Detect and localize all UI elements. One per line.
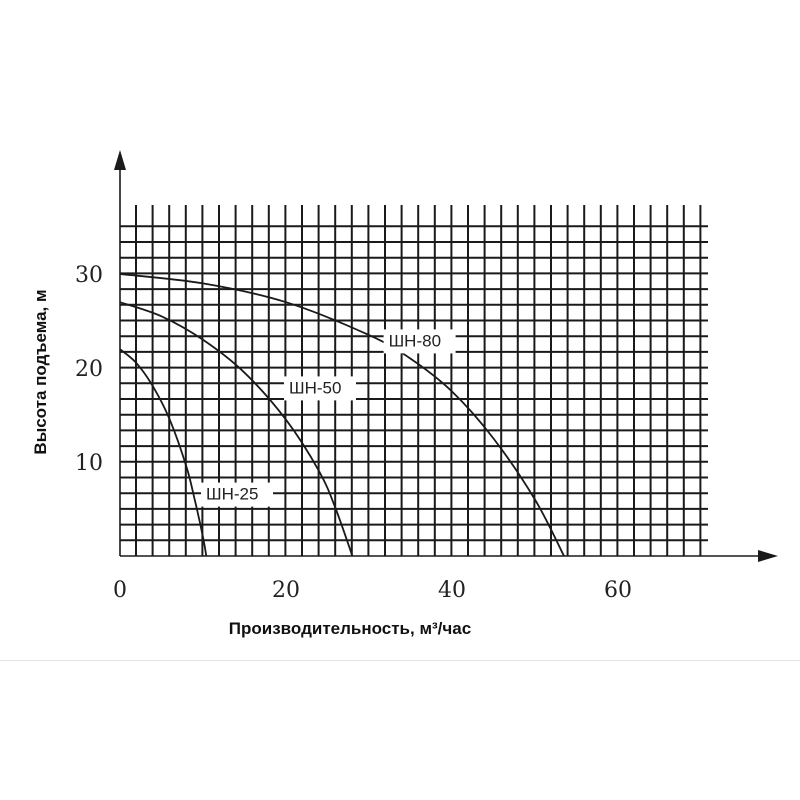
chart-axes bbox=[114, 150, 778, 562]
series-label-background bbox=[284, 376, 356, 401]
x-axis-title: Производительность, м³/час bbox=[229, 619, 471, 638]
series-label: ШН-25 bbox=[206, 485, 258, 504]
series-label-group: ШН-50 bbox=[284, 376, 356, 401]
tick-labels: 0 20 40 60 10 20 30 bbox=[75, 263, 632, 603]
series-line-ШН-25 bbox=[119, 348, 208, 557]
y-tick-label: 20 bbox=[75, 357, 103, 382]
y-axis-arrow-icon bbox=[114, 150, 126, 170]
series-label-group: ШН-25 bbox=[201, 482, 273, 507]
series-label: ШН-80 bbox=[389, 331, 441, 350]
page-divider bbox=[0, 660, 800, 661]
x-tick-label: 60 bbox=[604, 578, 632, 603]
series-labels: ШН-25 ШН-50 ШН-80 bbox=[201, 329, 456, 507]
chart-curves bbox=[119, 273, 565, 557]
x-tick-label: 40 bbox=[438, 578, 466, 603]
series-label-background bbox=[383, 329, 456, 354]
y-tick-label: 30 bbox=[75, 263, 103, 288]
y-axis-title: Высота подъема, м bbox=[31, 289, 50, 454]
series-label: ШН-50 bbox=[289, 378, 341, 397]
x-tick-label: 20 bbox=[272, 578, 300, 603]
series-label-group: ШН-80 bbox=[383, 329, 456, 354]
series-line-ШН-80 bbox=[119, 273, 565, 557]
series-line-ШН-50 bbox=[119, 301, 354, 557]
series-label-background bbox=[201, 482, 273, 507]
x-axis-arrow-icon bbox=[758, 550, 778, 562]
x-tick-label: 0 bbox=[113, 578, 127, 603]
y-tick-label: 10 bbox=[75, 451, 103, 476]
